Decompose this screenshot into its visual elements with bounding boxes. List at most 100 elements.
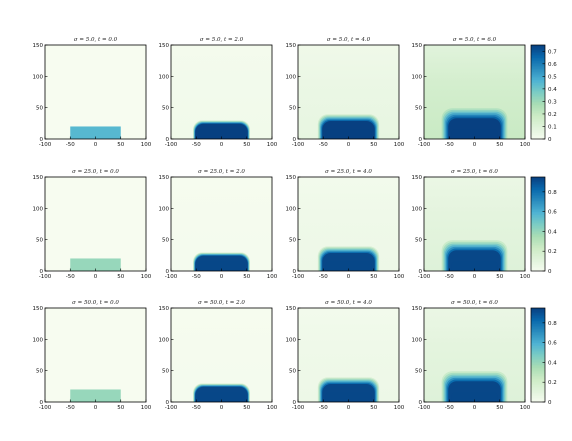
colorbar-swatch: [531, 234, 545, 237]
colorbar-swatch: [531, 85, 545, 88]
x-tick-label: 50: [496, 405, 503, 411]
x-tick-label: 0: [347, 274, 351, 280]
colorbar-swatch: [531, 87, 545, 90]
x-tick-label: -100: [39, 142, 52, 148]
colorbar-swatch: [531, 395, 545, 398]
x-tick-label: -100: [418, 142, 431, 148]
colorbar-swatch: [531, 238, 545, 241]
x-tick-label: -50: [445, 405, 454, 411]
colorbar-swatch: [531, 239, 545, 242]
colorbar-swatch: [531, 244, 545, 247]
colorbar-swatch: [531, 79, 545, 82]
y-tick-label: 150: [286, 43, 297, 49]
source-block: [70, 389, 121, 402]
colorbar-swatch: [531, 93, 545, 96]
colorbar-swatch: [531, 400, 545, 403]
colorbar-swatch: [531, 137, 545, 140]
y-tick-label: 50: [36, 238, 43, 244]
colorbar-swatch: [531, 249, 545, 252]
colorbar-swatch: [531, 104, 545, 107]
y-tick-label: 0: [293, 137, 297, 143]
y-tick-label: 50: [415, 106, 422, 112]
colorbar-swatch: [531, 181, 545, 184]
colorbar-swatch: [531, 247, 545, 250]
colorbar-swatch: [531, 317, 545, 320]
y-tick-label: 150: [412, 175, 423, 181]
colorbar-swatch: [531, 260, 545, 262]
y-tick-label: 0: [419, 400, 423, 406]
x-tick-label: -100: [165, 142, 178, 148]
x-tick-label: 100: [267, 274, 278, 280]
colorbar-swatch: [531, 135, 545, 138]
colorbar-swatch: [531, 96, 545, 99]
colorbar-tick-label: 0.2: [548, 112, 557, 118]
y-tick-label: 100: [286, 337, 297, 343]
colorbar-swatch: [531, 387, 545, 390]
colorbar-swatch: [531, 350, 545, 353]
colorbar-swatch: [531, 339, 545, 342]
colorbar-tick-label: 0.6: [548, 341, 557, 347]
colorbar-swatch: [531, 266, 545, 269]
x-tick-label: 100: [141, 142, 152, 148]
y-tick-label: 100: [412, 206, 423, 212]
x-tick-label: -100: [418, 274, 431, 280]
colorbar-swatch: [531, 62, 545, 65]
colorbar-swatch: [531, 121, 545, 124]
x-tick-label: -50: [319, 405, 328, 411]
x-tick-label: 0: [220, 142, 224, 148]
y-tick-label: 0: [166, 269, 170, 275]
colorbar-swatch: [531, 177, 545, 179]
colorbar-swatch: [531, 107, 545, 110]
colorbar-tick-label: 0.8: [548, 321, 557, 327]
colorbar-swatch: [531, 220, 545, 223]
colorbar-tick-label: 0.6: [548, 210, 557, 216]
y-tick-label: 50: [162, 106, 169, 112]
colorbar-swatch: [531, 233, 545, 236]
colorbar-swatch: [531, 186, 545, 189]
colorbar-frame: [530, 176, 546, 272]
x-tick-label: 50: [370, 274, 377, 280]
colorbar-tick-label: 0.8: [548, 190, 557, 196]
y-tick-label: 50: [36, 106, 43, 112]
colorbar-swatch: [531, 183, 545, 186]
colorbar-swatch: [531, 245, 545, 248]
y-tick-label: 150: [412, 43, 423, 49]
colorbar-swatch: [531, 253, 545, 256]
colorbar-tick-label: 0.6: [548, 62, 557, 68]
panel-title: σ = 50.0, t = 6.0: [451, 300, 498, 306]
colorbar-swatch: [531, 392, 545, 395]
x-tick-label: 0: [94, 142, 98, 148]
colorbar-swatch: [531, 102, 545, 105]
x-tick-label: 100: [520, 142, 531, 148]
colorbar-swatch: [531, 54, 545, 57]
y-tick-label: 150: [33, 306, 44, 312]
colorbar-swatch: [531, 195, 545, 198]
y-tick-label: 100: [286, 206, 297, 212]
x-tick-label: 100: [394, 405, 405, 411]
colorbar-swatch: [531, 308, 545, 310]
colorbar-swatch: [531, 364, 545, 367]
x-tick-label: 0: [220, 274, 224, 280]
colorbar-swatch: [531, 120, 545, 123]
x-tick-label: -100: [418, 405, 431, 411]
colorbar-swatch: [531, 203, 545, 206]
colorbar-swatch: [531, 315, 545, 318]
panel-r2-c0: σ = 50.0, t = 0.0 -100 -50 0 50 100 0 50 100 150: [33, 300, 152, 411]
colorbar-swatch: [531, 115, 545, 118]
colorbar-swatch: [531, 74, 545, 77]
colorbar-swatch: [531, 362, 545, 365]
colorbar-swatch: [531, 376, 545, 379]
colorbar-swatch: [531, 356, 545, 359]
colorbar-swatch: [531, 250, 545, 253]
colorbar-swatch: [531, 92, 545, 94]
colorbar-swatch: [531, 106, 545, 109]
colorbar-swatch: [531, 318, 545, 321]
colorbar-swatch: [531, 126, 545, 129]
colorbar-swatch: [531, 386, 545, 389]
colorbar-frame: [530, 44, 546, 140]
plume-core: [451, 260, 498, 271]
colorbar-swatch: [531, 312, 545, 315]
colorbar-swatch: [531, 128, 545, 130]
colorbar-swatch: [531, 197, 545, 200]
colorbar-swatch: [531, 109, 545, 112]
